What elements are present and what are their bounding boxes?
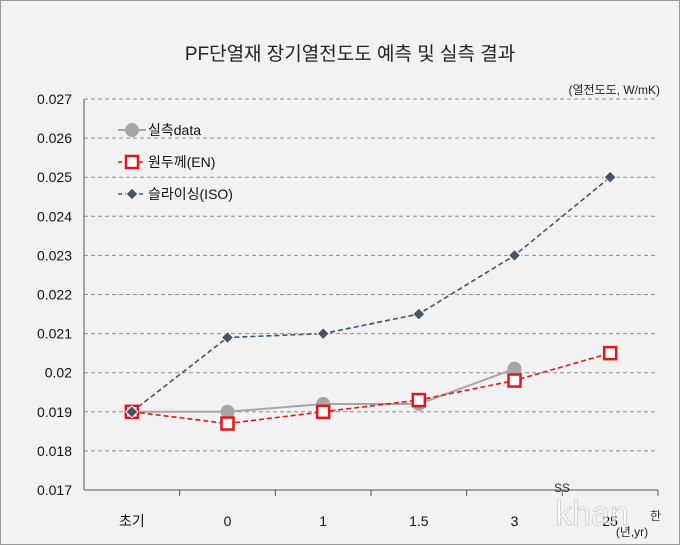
- series: [124, 170, 618, 431]
- series-2: [124, 345, 618, 431]
- legend: 실측data 원두께(EN) 슬라이싱(ISO): [118, 122, 233, 202]
- x-tick-label: 0: [224, 513, 232, 529]
- watermark-logo: khan: [555, 495, 629, 533]
- axes: 0.017 0.018 0.019 0.02 0.021 0.022 0.023 0.024 0…: [37, 91, 659, 529]
- chart-title: PF단열재 장기열전도도 예측 및 실측 결과: [185, 43, 515, 65]
- y-unit-label: (열전도도, W/mK): [569, 83, 660, 97]
- series-point: [412, 307, 426, 321]
- legend-item: 원두께(EN): [118, 154, 215, 170]
- series-point: [220, 330, 235, 345]
- grid: [84, 98, 658, 452]
- y-tick-label: 0.02: [45, 365, 72, 381]
- x-unit-label: (년,yr): [616, 525, 648, 539]
- legend-swatch-marker: [125, 123, 139, 137]
- series-point: [603, 170, 617, 184]
- y-tick-label: 0.022: [37, 287, 72, 303]
- y-tick-label: 0.021: [37, 326, 72, 342]
- series-point: [316, 326, 330, 341]
- series-point: [220, 404, 235, 419]
- legend-swatch-marker: [125, 187, 139, 201]
- x-tick-label: 25: [602, 513, 618, 529]
- watermark: SS khan 한: [554, 481, 661, 533]
- series-point: [411, 392, 427, 408]
- x-tick-label: 1: [319, 513, 327, 529]
- legend-label: 원두께(EN): [148, 154, 215, 170]
- series-3: [125, 170, 617, 419]
- y-tick-label: 0.017: [37, 482, 72, 498]
- series-line: [131, 176, 611, 413]
- legend-label: 슬라이싱(ISO): [148, 186, 233, 202]
- y-tick-label: 0.018: [37, 443, 72, 459]
- series-point: [125, 405, 139, 419]
- legend-item: 슬라이싱(ISO): [118, 186, 233, 202]
- x-tick-label: 1.5: [409, 513, 429, 529]
- y-tick-label: 0.019: [37, 404, 72, 420]
- y-tick-label: 0.025: [37, 169, 72, 185]
- watermark-suffix: 한: [650, 509, 661, 523]
- series-point: [507, 373, 522, 388]
- series-point: [315, 404, 331, 420]
- legend-label: 실측data: [148, 122, 201, 138]
- series-point: [507, 361, 522, 376]
- y-tick-label: 0.023: [37, 247, 72, 263]
- series-point: [220, 416, 235, 431]
- y-tick-label: 0.024: [37, 208, 72, 224]
- series-point: [507, 248, 522, 263]
- x-tick-label: 초기: [119, 513, 145, 529]
- legend-item: 실측data: [118, 122, 201, 138]
- watermark-mark: SS: [554, 481, 570, 495]
- y-tick-label: 0.026: [37, 130, 72, 146]
- legend-swatch-marker: [124, 154, 140, 170]
- x-tick-label: 3: [511, 513, 519, 529]
- y-tick-label: 0.027: [37, 91, 72, 107]
- series-point: [602, 345, 618, 361]
- series-line: [131, 352, 611, 425]
